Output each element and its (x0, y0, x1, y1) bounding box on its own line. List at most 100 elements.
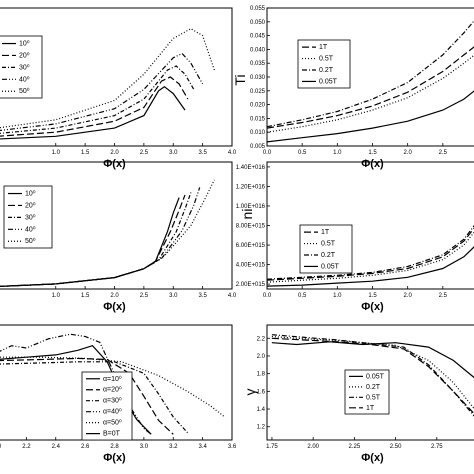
x-tick-label: 1.5 (81, 293, 90, 299)
y-axis-label: Ti (232, 74, 248, 85)
legend-label: 40⁰ (25, 225, 36, 233)
x-axis-label: Φ(x) (361, 452, 384, 464)
x-tick-label: 1.75 (266, 444, 278, 450)
legend-label: 1T (319, 44, 328, 51)
legend-label: 0.2T (319, 67, 334, 74)
series-line-3 (267, 20, 474, 128)
panel-6 (266, 324, 474, 441)
series-line-3 (0, 65, 195, 134)
series-line-4 (0, 187, 201, 287)
legend-box (299, 224, 353, 274)
legend-label: 40⁰ (19, 75, 30, 83)
x-tick-label: 2.6 (81, 444, 90, 450)
y-tick-label: 0.055 (250, 6, 266, 12)
x-tick-label: 4.0 (228, 293, 237, 299)
legend-label: 30⁰ (25, 213, 36, 221)
legend-label: 20⁰ (19, 51, 30, 59)
x-tick-label: 3.5 (198, 150, 207, 156)
x-tick-label: 1.5 (368, 293, 377, 299)
legend-label: 1T (321, 229, 330, 236)
y-tick-label: 0.040 (250, 47, 266, 53)
x-tick-label: 2.50 (390, 444, 402, 450)
x-tick-label: 1.0 (333, 293, 342, 299)
x-tick-label: 0.0 (263, 293, 272, 299)
x-tick-label: 2.4 (52, 444, 61, 450)
y-tick-label: 8.00E+015 (236, 224, 266, 230)
legend-label: 50⁰ (25, 237, 36, 245)
x-tick-label: 2.0 (110, 150, 119, 156)
legend-label: 0.05T (321, 263, 340, 270)
y-tick-label: 1.40E+016 (236, 165, 266, 171)
panel-4 (266, 161, 474, 290)
y-tick-label: 0.045 (250, 34, 266, 40)
x-tick-label: 2.8 (110, 444, 119, 450)
x-tick-label: 2.00 (307, 444, 319, 450)
y-tick-label: 0.035 (250, 61, 266, 67)
series-line-4 (0, 333, 152, 435)
legend-label: 0.5T (321, 241, 336, 248)
x-tick-label: 2.5 (439, 293, 448, 299)
x-axis-label: Φ(x) (103, 301, 126, 313)
legend-box (344, 369, 390, 415)
x-tick-label: 3.5 (198, 293, 207, 299)
x-axis-label: Φ(x) (103, 158, 126, 170)
series-line-3 (0, 192, 192, 287)
y-tick-label: 1.2 (257, 425, 266, 431)
legend-label: 20⁰ (25, 201, 36, 209)
series-line-2 (267, 54, 474, 133)
x-tick-label: 2.25 (349, 444, 361, 450)
x-tick-label: 1.0 (52, 150, 61, 156)
x-tick-label: 1.0 (333, 150, 342, 156)
y-tick-label: 2.0 (257, 354, 266, 360)
series-line-4 (267, 246, 474, 287)
x-tick-label: 2.5 (439, 150, 448, 156)
legend-box (0, 35, 43, 99)
legend-label: α=30⁰ (103, 397, 122, 405)
series-line-2 (0, 357, 174, 435)
x-axis-label: Φ(x) (361, 158, 384, 170)
x-axis-label: Φ(x) (103, 452, 126, 464)
legend-label: 0.2T (366, 384, 381, 391)
y-tick-label: 1.6 (257, 389, 266, 395)
y-tick-label: 0.010 (250, 130, 266, 136)
x-tick-label: 2.2 (22, 444, 31, 450)
x-tick-label: 3.6 (228, 444, 237, 450)
plot-frame (266, 324, 474, 441)
x-tick-label: 3.4 (198, 444, 207, 450)
series-line-5 (0, 356, 226, 418)
series-line-1 (267, 227, 474, 281)
panel-2 (266, 7, 474, 147)
x-axis-label: Φ(x) (361, 301, 384, 313)
panel-1 (0, 7, 233, 147)
y-tick-label: 0.025 (250, 89, 266, 95)
y-tick-label: 1.00E+016 (236, 204, 266, 210)
legend-label: α=50⁰ (103, 419, 122, 427)
x-tick-label: 2.75 (431, 444, 443, 450)
series-line-5 (0, 28, 215, 129)
legend-label: 1T (366, 405, 375, 412)
legend-label: B=0T (103, 431, 121, 438)
legend-label: α=40⁰ (103, 408, 122, 416)
legend-label: 10⁰ (19, 40, 30, 48)
series-line-1 (267, 46, 474, 129)
legend-box (81, 371, 133, 441)
series-line-2 (0, 76, 189, 137)
y-tick-label: 0.020 (250, 103, 266, 109)
y-tick-label: 2.2 (257, 336, 266, 342)
legend-label: 0.2T (321, 252, 336, 259)
series-line-2 (267, 231, 474, 283)
legend-label: 0.5T (319, 56, 334, 63)
y-tick-label: 0.050 (250, 20, 266, 26)
legend-label: 0.05T (319, 78, 338, 85)
x-tick-label: 4.0 (228, 150, 237, 156)
y-tick-label: 1.8 (257, 372, 266, 378)
x-tick-label: 2.0 (110, 293, 119, 299)
legend-label: 10⁰ (25, 190, 36, 198)
legend-label: 0.05T (366, 373, 385, 380)
series-line-4 (267, 90, 474, 143)
legend-label: α=20⁰ (103, 386, 122, 394)
legend-label: 30⁰ (19, 63, 30, 71)
series-line-1 (0, 85, 186, 140)
y-tick-label: 6.00E+015 (236, 243, 266, 249)
